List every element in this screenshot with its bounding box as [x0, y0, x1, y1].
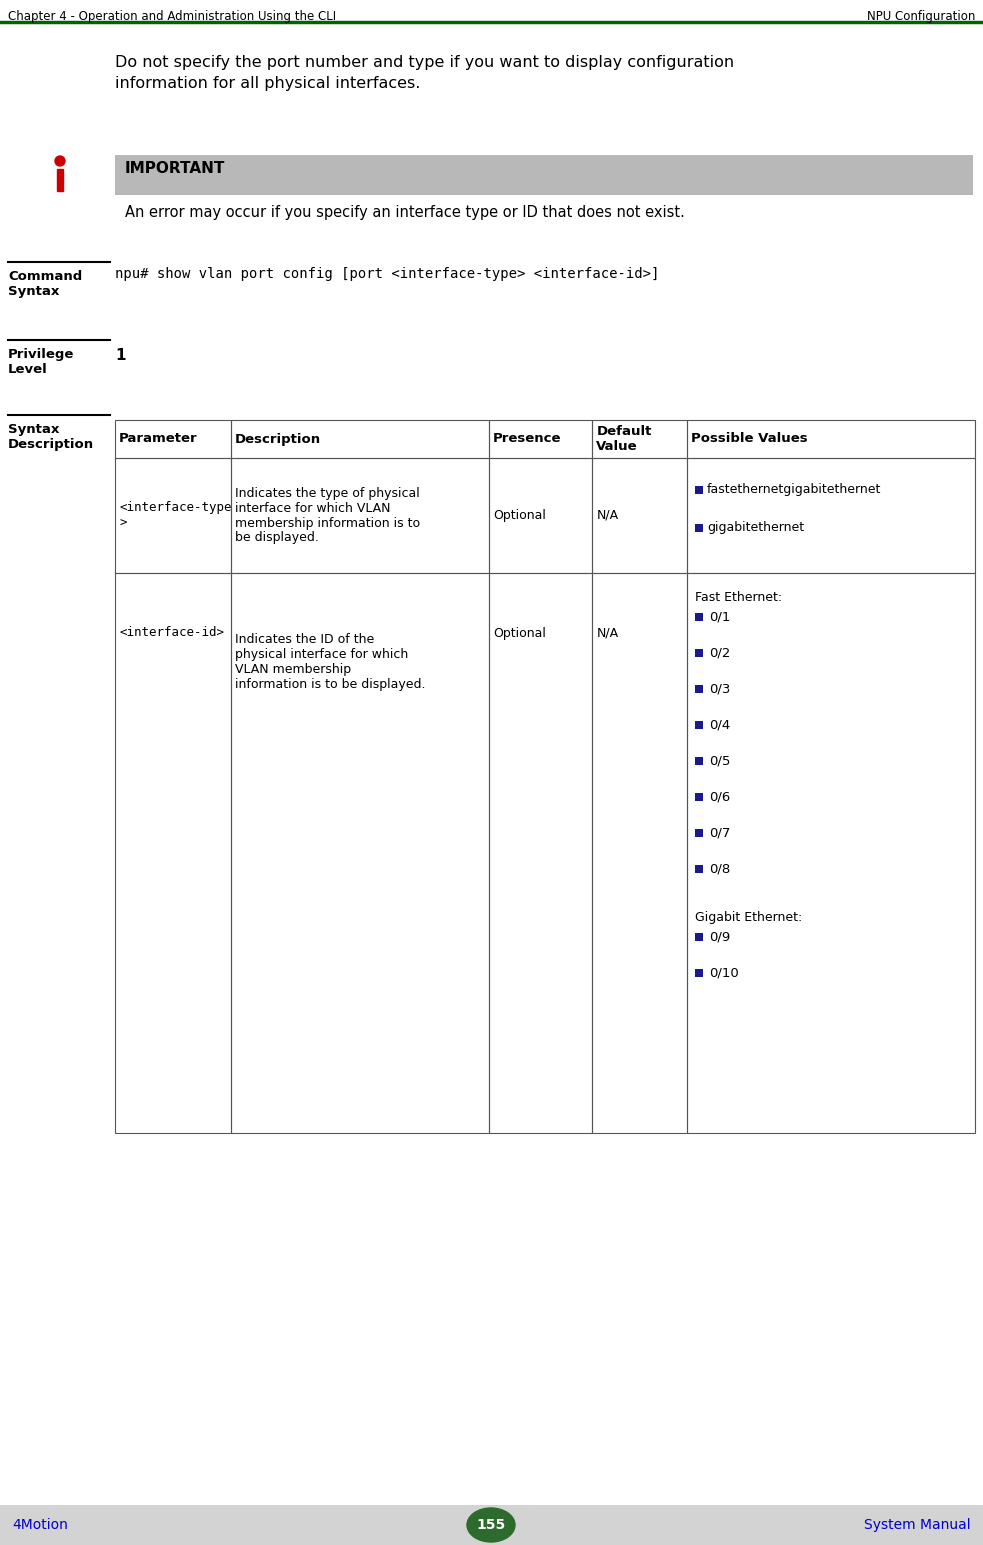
Ellipse shape [467, 1508, 515, 1542]
Text: N/A: N/A [597, 627, 618, 640]
Bar [695, 722, 703, 729]
Text: 0/10: 0/10 [709, 967, 738, 980]
Bar [695, 793, 703, 800]
Text: An error may occur if you specify an interface type or ID that does not exist.: An error may occur if you specify an int… [125, 205, 685, 219]
Bar [695, 613, 703, 621]
Bar [695, 487, 703, 494]
Text: Gigabit Ethernet:: Gigabit Ethernet: [695, 912, 802, 924]
Bar [231, 420, 490, 457]
Bar [490, 420, 593, 457]
Text: Indicates the type of physical
interface for which VLAN
membership information i: Indicates the type of physical interface… [235, 487, 420, 544]
Bar [115, 573, 231, 1132]
Bar [695, 649, 703, 657]
Text: 4Motion: 4Motion [12, 1519, 68, 1533]
Text: Do not specify the port number and type if you want to display configuration
inf: Do not specify the port number and type … [115, 56, 734, 91]
Text: System Manual: System Manual [864, 1519, 971, 1533]
Bar [687, 573, 975, 1132]
Text: 0/3: 0/3 [709, 683, 730, 695]
Text: 0/9: 0/9 [709, 930, 730, 944]
Bar [687, 420, 975, 457]
Text: Description: Description [235, 433, 321, 445]
Text: 0/5: 0/5 [709, 754, 730, 768]
Text: Presence: Presence [493, 433, 561, 445]
Text: Privilege
Level: Privilege Level [8, 348, 75, 375]
Text: 1: 1 [115, 348, 126, 363]
Text: 0/1: 0/1 [709, 610, 730, 624]
Text: 0/8: 0/8 [709, 862, 730, 876]
Bar [115, 420, 231, 457]
Text: 0/7: 0/7 [709, 827, 730, 839]
Text: <interface-id>: <interface-id> [119, 627, 224, 640]
Text: 0/6: 0/6 [709, 791, 730, 803]
Bar [231, 573, 490, 1132]
Bar [490, 573, 593, 1132]
Text: Optional: Optional [493, 508, 546, 522]
Bar [593, 420, 687, 457]
Bar [115, 457, 231, 573]
Text: IMPORTANT: IMPORTANT [125, 161, 225, 176]
Text: 0/2: 0/2 [709, 646, 730, 660]
Text: Parameter: Parameter [119, 433, 198, 445]
Bar [57, 168, 63, 192]
Text: Command
Syntax: Command Syntax [8, 270, 83, 298]
Bar [695, 933, 703, 941]
Text: Chapter 4 - Operation and Administration Using the CLI: Chapter 4 - Operation and Administration… [8, 9, 336, 23]
Text: Syntax
Description: Syntax Description [8, 423, 94, 451]
Bar [695, 830, 703, 837]
Text: <interface-type
>: <interface-type > [119, 502, 232, 530]
Bar [490, 457, 593, 573]
FancyBboxPatch shape [115, 154, 973, 195]
Bar [695, 684, 703, 694]
Text: Optional: Optional [493, 627, 546, 640]
Text: gigabitethernet: gigabitethernet [707, 522, 804, 535]
Circle shape [55, 156, 65, 165]
Bar [695, 865, 703, 873]
Bar [695, 757, 703, 765]
Bar [695, 524, 703, 531]
Text: 0/4: 0/4 [709, 718, 730, 731]
Bar [231, 457, 490, 573]
Text: npu# show vlan port config [port <interface-type> <interface-id>]: npu# show vlan port config [port <interf… [115, 267, 660, 281]
Text: N/A: N/A [597, 508, 618, 522]
Text: Possible Values: Possible Values [691, 433, 807, 445]
Text: Indicates the ID of the
physical interface for which
VLAN membership
information: Indicates the ID of the physical interfa… [235, 633, 426, 691]
Bar [593, 573, 687, 1132]
Text: Fast Ethernet:: Fast Ethernet: [695, 592, 782, 604]
Text: 155: 155 [477, 1519, 505, 1533]
Bar [0, 1505, 983, 1545]
Text: fastethernetgigabitethernet: fastethernetgigabitethernet [707, 484, 882, 496]
Bar [695, 969, 703, 976]
Text: NPU Configuration: NPU Configuration [867, 9, 975, 23]
Text: Default
Value: Default Value [597, 425, 652, 453]
Bar [593, 457, 687, 573]
Bar [687, 457, 975, 573]
